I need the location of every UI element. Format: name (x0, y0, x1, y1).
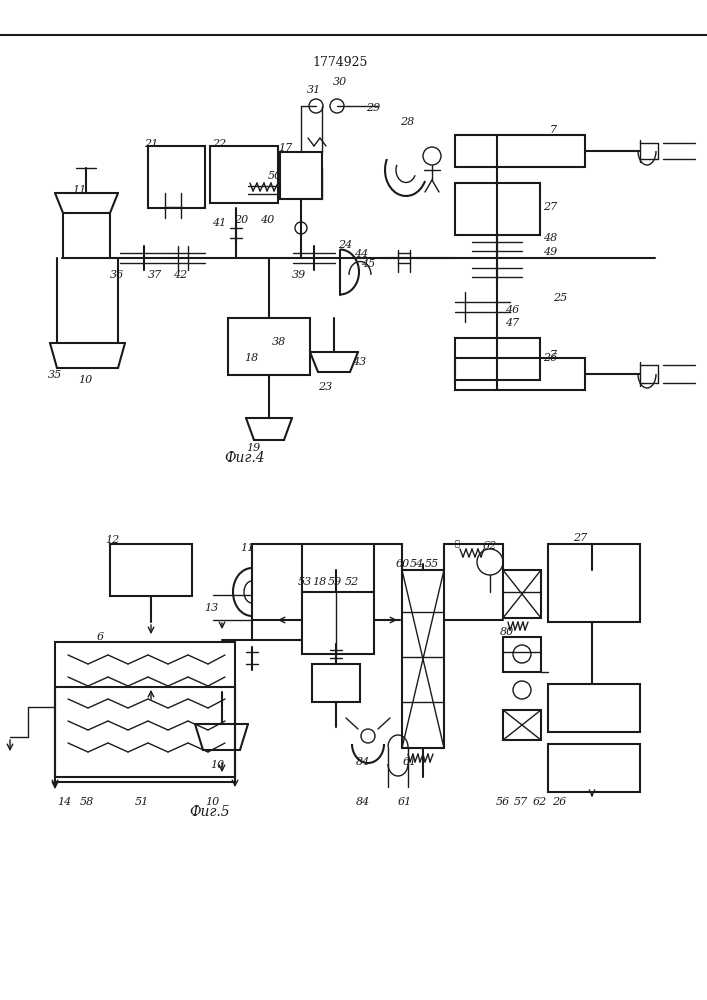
Text: 37: 37 (148, 270, 162, 280)
Text: 55: 55 (425, 559, 439, 569)
Bar (548, 544, 640, 622)
Text: 53: 53 (298, 577, 312, 587)
Text: 61: 61 (398, 797, 412, 807)
Text: 39: 39 (292, 270, 306, 280)
Text: 46: 46 (505, 305, 519, 315)
Text: 84: 84 (356, 757, 370, 767)
Text: 43: 43 (352, 357, 366, 367)
Text: 44: 44 (354, 249, 368, 259)
Text: 49: 49 (543, 247, 557, 257)
Bar (110, 544, 192, 596)
Text: 60: 60 (396, 559, 410, 569)
Bar (148, 146, 205, 208)
Text: 80: 80 (500, 627, 514, 637)
Bar (302, 592, 374, 654)
Text: 31: 31 (307, 85, 321, 95)
Text: 14: 14 (57, 797, 71, 807)
Text: 59: 59 (328, 577, 342, 587)
Text: 40: 40 (260, 215, 274, 225)
Text: 10: 10 (205, 797, 219, 807)
Text: Фиг.5: Фиг.5 (189, 805, 230, 819)
Text: 62: 62 (483, 541, 497, 551)
Bar (455, 183, 540, 235)
Text: 54: 54 (410, 559, 424, 569)
Text: 18: 18 (312, 577, 326, 587)
Text: 26: 26 (552, 797, 566, 807)
Text: 36: 36 (110, 270, 124, 280)
Text: 18: 18 (244, 353, 258, 363)
Text: 42: 42 (173, 270, 187, 280)
Text: 56: 56 (496, 797, 510, 807)
Text: 47: 47 (505, 318, 519, 328)
Bar (55, 687, 235, 782)
Bar (455, 338, 540, 380)
Text: 6: 6 (96, 632, 103, 642)
Bar (548, 684, 640, 732)
Bar (402, 570, 444, 748)
Text: 25: 25 (553, 293, 567, 303)
Text: 17: 17 (278, 143, 292, 153)
Bar (503, 710, 541, 740)
Text: 35: 35 (48, 370, 62, 380)
Text: 29: 29 (366, 103, 380, 113)
Bar (503, 570, 541, 618)
Text: 24: 24 (338, 240, 352, 250)
Text: 10: 10 (78, 375, 92, 385)
Text: 30: 30 (333, 77, 347, 87)
Bar (280, 152, 322, 199)
Text: 27: 27 (573, 533, 588, 543)
Text: 45: 45 (361, 259, 375, 269)
Bar (455, 358, 585, 390)
Bar (455, 135, 585, 167)
Bar (312, 664, 360, 702)
Text: 51: 51 (135, 797, 149, 807)
Text: 23: 23 (318, 382, 332, 392)
Text: 13: 13 (204, 603, 218, 613)
Text: 48: 48 (543, 233, 557, 243)
Text: 50: 50 (268, 171, 282, 181)
Text: 19: 19 (246, 443, 260, 453)
Bar (210, 146, 278, 203)
Text: Фиг.4: Фиг.4 (225, 451, 265, 465)
Text: 21: 21 (144, 139, 158, 149)
Text: 62: 62 (533, 797, 547, 807)
Text: 27: 27 (543, 202, 557, 212)
Text: 38: 38 (272, 337, 286, 347)
Text: 11: 11 (240, 543, 255, 553)
Text: 84: 84 (356, 797, 370, 807)
Text: 26: 26 (543, 353, 557, 363)
Text: 58: 58 (80, 797, 94, 807)
Text: 41: 41 (212, 218, 226, 228)
Text: 10: 10 (210, 760, 224, 770)
Bar (548, 744, 640, 792)
Text: 52: 52 (345, 577, 359, 587)
Text: 7: 7 (550, 125, 557, 135)
Text: 22: 22 (212, 139, 226, 149)
Text: 61: 61 (403, 757, 417, 767)
Text: 12: 12 (105, 535, 119, 545)
Text: 1774925: 1774925 (312, 55, 368, 68)
Text: 7: 7 (550, 350, 557, 360)
Text: 28: 28 (400, 117, 414, 127)
Text: 20: 20 (234, 215, 248, 225)
Text: 57: 57 (514, 797, 528, 807)
Bar (503, 637, 541, 672)
Bar (228, 318, 310, 375)
Text: 11: 11 (72, 185, 86, 195)
Text: 翿: 翿 (455, 540, 460, 548)
